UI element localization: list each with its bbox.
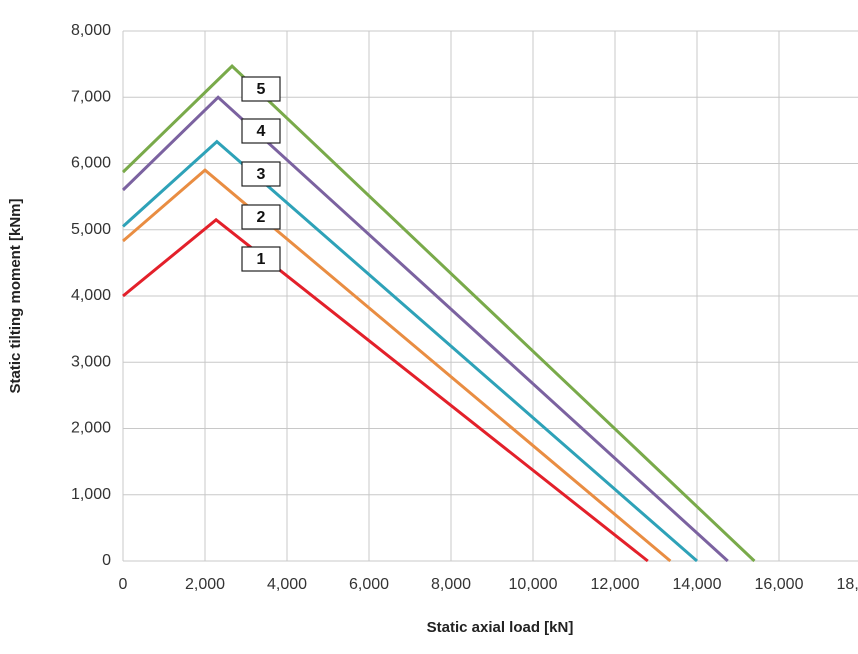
series-label-box bbox=[241, 76, 281, 102]
y-tick-label: 7,000 bbox=[71, 88, 111, 105]
x-tick-label: 14,000 bbox=[673, 576, 722, 593]
x-tick-label: 10,000 bbox=[509, 576, 558, 593]
x-tick-label: 2,000 bbox=[185, 576, 225, 593]
y-tick-label: 1,000 bbox=[71, 486, 111, 503]
x-tick-label: 12,000 bbox=[591, 576, 640, 593]
series-label-box bbox=[241, 204, 281, 230]
series-line bbox=[121, 64, 756, 563]
series-label: 5 bbox=[257, 81, 266, 98]
y-tick-label: 2,000 bbox=[71, 420, 111, 437]
y-tick-label: 3,000 bbox=[71, 353, 111, 370]
x-tick-label: 6,000 bbox=[349, 576, 389, 593]
y-tick-label: 8,000 bbox=[71, 22, 111, 39]
y-tick-label: 4,000 bbox=[71, 287, 111, 304]
series-line bbox=[121, 139, 698, 563]
series-line bbox=[122, 217, 649, 563]
series-label: 2 bbox=[257, 209, 266, 226]
x-axis-title: Static axial load [kN] bbox=[427, 619, 574, 636]
x-tick-label: 4,000 bbox=[267, 576, 307, 593]
x-tick-label: 0 bbox=[119, 576, 128, 593]
x-tick-label: 18,000 bbox=[837, 576, 858, 593]
series-line bbox=[122, 168, 672, 563]
series-label-box bbox=[241, 246, 281, 272]
series-line bbox=[121, 95, 729, 563]
series-label: 1 bbox=[257, 251, 266, 268]
series-label: 4 bbox=[257, 123, 266, 140]
y-tick-label: 5,000 bbox=[71, 221, 111, 238]
x-tick-label: 8,000 bbox=[431, 576, 471, 593]
x-tick-label: 16,000 bbox=[755, 576, 804, 593]
y-tick-label: 0 bbox=[102, 552, 111, 569]
y-axis-title: Static tilting moment [kNm] bbox=[7, 198, 24, 393]
y-tick-label: 6,000 bbox=[71, 155, 111, 172]
series-label-box bbox=[241, 161, 281, 187]
series-label: 3 bbox=[257, 166, 266, 183]
series-label-box bbox=[241, 118, 281, 144]
